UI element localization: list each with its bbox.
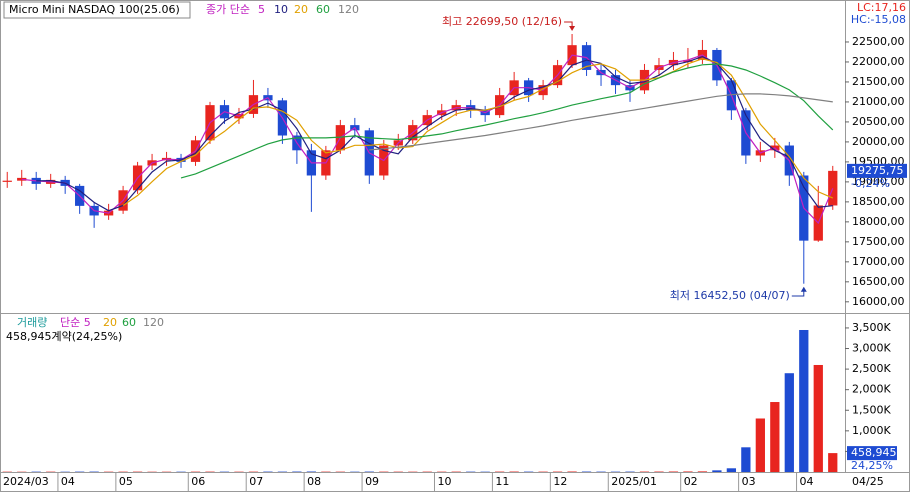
x-tick-label: 08 [307, 475, 321, 488]
y-tick-label: 22000,00 [852, 55, 905, 68]
low-arrow [791, 287, 805, 297]
volume-y-tick-label: 1,500K [852, 403, 891, 416]
y-tick-label: 17000,00 [852, 255, 905, 268]
y-tick-label: 19000,00 [852, 175, 905, 188]
legend-entry: 120 [338, 3, 359, 16]
volume-y-tick-label: 2,500K [852, 362, 891, 375]
legend-label: 종가 단순 [206, 3, 250, 16]
volume-bar [784, 373, 794, 472]
volume-bar [755, 418, 765, 472]
volume-legend-entry: 60 [122, 316, 136, 329]
high-arrowhead [569, 25, 576, 31]
volume-bar [828, 453, 838, 472]
last-price-label: 19275,75 [851, 164, 904, 177]
candle-body [683, 59, 693, 62]
x-tick-label: 2025/01 [611, 475, 657, 488]
y-tick-label: 16500,00 [852, 275, 905, 288]
volume-legend-entry: 120 [143, 316, 164, 329]
x-tick-label: 06 [191, 475, 205, 488]
moving-average-line [369, 93, 833, 151]
volume-y-tick-label: 3,000K [852, 342, 891, 355]
x-tick-label: 11 [495, 475, 509, 488]
legend-entry: 20 [294, 3, 308, 16]
y-tick-label: 18000,00 [852, 215, 905, 228]
volume-legend-entry: 단순 5 [60, 316, 91, 329]
low-arrowhead [800, 286, 807, 292]
x-end-label: 04/25 [852, 475, 884, 488]
volume-bar [726, 468, 737, 472]
legend-entry: 60 [316, 3, 330, 16]
moving-average-line [36, 55, 833, 212]
volume-y-tick-label: 3,500K [852, 321, 891, 334]
volume-label: 거래량 [17, 316, 47, 329]
volume-y-tick-label: 1,000K [852, 424, 891, 437]
lc-label: LC:17,16 [857, 1, 906, 14]
x-tick-label: 04 [800, 475, 814, 488]
volume-summary: 458,945계약(24,25%) [6, 329, 122, 343]
x-tick-label: 2024/03 [3, 475, 49, 488]
x-tick-label: 04 [61, 475, 75, 488]
legend-entry: 5 [258, 3, 265, 16]
moving-average-line [180, 63, 834, 179]
y-tick-label: 22500,00 [852, 35, 905, 48]
title-box [3, 1, 191, 19]
x-tick-label: 05 [119, 475, 133, 488]
x-tick-label: 10 [437, 475, 451, 488]
volume-bar [712, 470, 722, 472]
x-tick-label: 02 [684, 475, 698, 488]
legend-entry: 10 [274, 3, 288, 16]
volume-bar [697, 471, 708, 472]
x-tick-label: 12 [553, 475, 567, 488]
candle-body [2, 180, 12, 182]
y-tick-label: 18500,00 [852, 195, 905, 208]
volume-bar [799, 329, 809, 472]
high-annotation: 최고 22699,50 (12/16) [442, 15, 562, 28]
y-tick-label: 16000,00 [852, 295, 905, 308]
chart-title: Micro Mini NASDAQ 100(25.06) [9, 3, 180, 16]
x-tick-label: 09 [365, 475, 379, 488]
volume-bar [741, 447, 751, 472]
y-tick-label: 21000,00 [852, 95, 905, 108]
volume-legend-entry: 20 [103, 316, 117, 329]
moving-average-line [21, 54, 834, 225]
volume-y-tick-label: 2,000K [852, 383, 891, 396]
change-label: -0,24% [851, 177, 890, 190]
low-annotation: 최저 16452,50 (04/07) [670, 289, 790, 302]
x-tick-label: 07 [249, 475, 263, 488]
volume-bar [770, 402, 780, 472]
candle-body [828, 170, 838, 206]
last-volume-box [847, 446, 897, 461]
volume-ratio-label: 24,25% [851, 459, 893, 472]
y-tick-label: 17500,00 [852, 235, 905, 248]
x-tick-label: 03 [742, 475, 756, 488]
last-volume-label: 458,945 [851, 446, 897, 459]
volume-bar [683, 471, 693, 472]
moving-average-line [122, 58, 834, 206]
volume-bar [813, 364, 823, 472]
y-tick-label: 20500,00 [852, 115, 905, 128]
y-tick-label: 20000,00 [852, 135, 905, 148]
last-price-box [847, 163, 907, 178]
hc-label: HC:-15,08 [851, 13, 906, 26]
y-tick-label: 21500,00 [852, 75, 905, 88]
